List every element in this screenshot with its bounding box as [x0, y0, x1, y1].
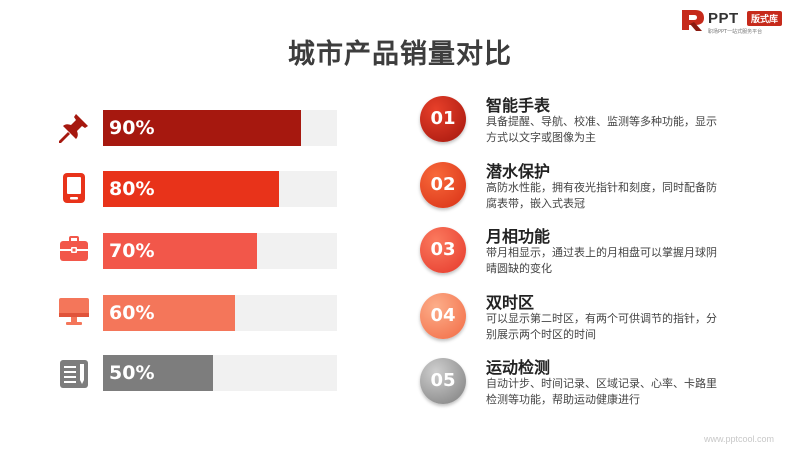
bar-fill: 50% [103, 355, 213, 391]
feature-number-badge: 01 [420, 96, 466, 142]
bar-fill: 90% [103, 110, 301, 146]
logo-tagline: 职场PPT一站式服务平台 [708, 29, 763, 35]
bar-fill: 70% [103, 233, 257, 269]
feature-description: 自动计步、时间记录、区域记录、心率、卡路里检测等功能，帮助运动健康进行 [486, 377, 717, 406]
bar-track: 80% [103, 171, 337, 207]
feature-title: 运动检测 [486, 358, 551, 377]
logo-brand-text: PPT [708, 10, 739, 27]
feature-description: 带月相显示，通过表上的月相盘可以掌握月球阴晴圆缺的变化 [486, 246, 717, 275]
document-icon [60, 360, 88, 388]
pushpin-icon [59, 114, 88, 143]
bar-fill: 60% [103, 295, 235, 331]
bar-track: 60% [103, 295, 337, 331]
feature-number-badge: 05 [420, 358, 466, 404]
bar-track: 70% [103, 233, 337, 269]
feature-number-badge: 04 [420, 293, 466, 339]
feature-description: 高防水性能，拥有夜光指针和刻度，同时配备防腐表带，嵌入式表冠 [486, 181, 717, 210]
bar-percent-label: 70% [109, 240, 155, 262]
feature-number-badge: 02 [420, 162, 466, 208]
feature-title: 双时区 [486, 293, 535, 312]
feature-title: 智能手表 [486, 96, 551, 115]
feature-title: 潜水保护 [486, 162, 551, 181]
bar-track: 50% [103, 355, 337, 391]
feature-number-badge: 03 [420, 227, 466, 273]
bar-percent-label: 90% [109, 117, 155, 139]
logo-mark-icon [682, 10, 704, 31]
brand-logo: PPT 版式库 职场PPT一站式服务平台 [680, 8, 792, 38]
bar-percent-label: 60% [109, 302, 155, 324]
feature-description: 可以显示第二时区，有两个可供调节的指针，分别展示两个时区的时间 [486, 312, 717, 341]
bar-percent-label: 80% [109, 178, 155, 200]
page-title: 城市产品销量对比 [288, 39, 512, 70]
feature-description: 具备提醒、导航、校准、监测等多种功能，显示方式以文字或图像为主 [486, 115, 717, 144]
bar-fill: 80% [103, 171, 279, 207]
bar-track: 90% [103, 110, 337, 146]
briefcase-icon [60, 236, 88, 261]
bar-percent-label: 50% [109, 362, 155, 384]
watermark: www.pptcool.com [704, 434, 775, 444]
monitor-icon [59, 298, 89, 325]
logo-tag: 版式库 [747, 11, 783, 26]
tablet-icon [63, 173, 85, 203]
feature-title: 月相功能 [486, 227, 551, 246]
